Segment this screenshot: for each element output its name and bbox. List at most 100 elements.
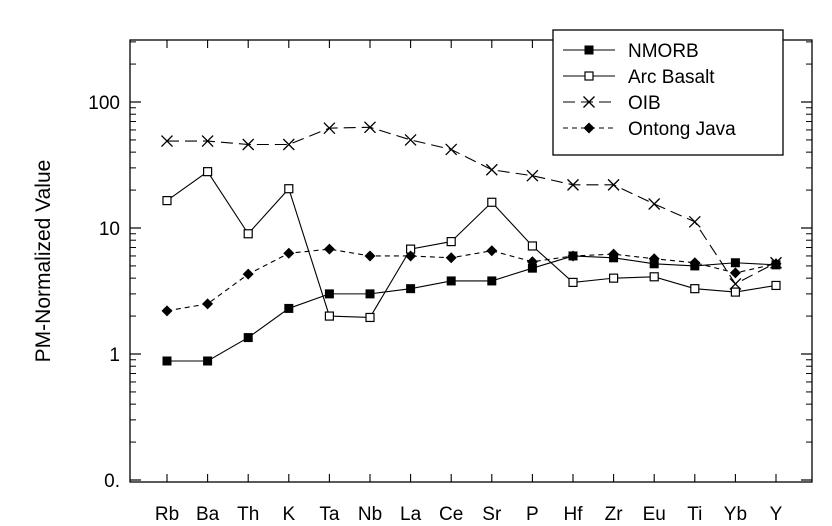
point-marker-diamond [729,267,741,279]
x-tick-label: Hf [564,504,584,525]
axes: 100 10 1 0. Rb Ba Th K Ta Nb La Ce Sr P Hf Zr Eu Ti Yb Y [88,39,813,525]
series-line [166,248,777,312]
legend-label: OIB [628,93,661,114]
marker-stroke [567,178,579,191]
y-tick-label: 10 [99,219,120,240]
point-marker-x [648,198,661,210]
point-marker-x [607,178,620,191]
point-marker-diamond [648,253,660,265]
series-line [167,126,777,285]
point-marker-open-square [649,272,659,282]
point-marker-open-square [730,287,741,297]
point-marker-diamond [608,248,620,260]
point-marker-x [242,138,255,151]
point-marker-square [365,289,375,299]
legend-entry: NMORB [563,41,699,62]
x-tick-label: Nb [358,504,382,525]
point-marker-x [485,163,498,176]
marker-stroke [404,133,417,146]
point-marker-square [284,303,294,313]
marker-stroke [648,198,661,210]
point-marker-square [324,289,334,299]
point-marker-x [445,143,458,156]
marker-stroke [201,135,214,147]
point-marker-diamond [770,258,782,270]
series-group [161,121,782,366]
point-marker-open-square [203,167,213,177]
marker-stroke [729,277,742,290]
x-tick-label: Eu [643,504,666,525]
marker-stroke [583,96,595,108]
point-marker-square [584,45,594,55]
point-marker-x [282,138,295,151]
point-marker-diamond [567,250,579,262]
point-marker-diamond [486,245,498,257]
point-marker-square [406,284,416,294]
point-marker-diamond [242,268,254,280]
point-marker-square [243,333,253,343]
point-marker-diamond [364,250,376,262]
x-tick-label: Ba [196,504,220,525]
legend-entry: Arc Basalt [563,67,715,88]
point-marker-square [487,276,497,286]
marker-stroke [323,122,336,135]
point-marker-open-square [446,236,456,247]
point-marker-diamond [689,257,701,269]
point-marker-open-square [284,184,294,194]
point-marker-square [730,258,740,268]
marker-stroke [282,138,295,151]
legend-entry: Ontong Java [563,119,736,140]
point-marker-open-square [608,273,619,283]
point-marker-diamond [583,122,595,134]
x-tick-label: La [400,504,422,525]
legend-entry: OIB [563,93,661,114]
legend-label: NMORB [628,41,699,62]
point-marker-square [203,356,213,366]
series-oib [161,121,782,290]
point-marker-square [446,276,456,286]
x-tick-label: Y [770,504,783,525]
y-tick-label: 100 [88,93,120,114]
plot-frame [129,39,813,483]
point-marker-x [567,178,579,191]
marker-stroke [526,169,539,182]
point-marker-x [688,215,701,228]
point-marker-x [404,133,417,146]
point-marker-open-square [162,195,172,206]
point-marker-open-square [527,241,538,251]
marker-stroke [364,121,376,134]
point-marker-open-square [584,71,594,81]
point-marker-open-square [771,280,781,291]
point-marker-open-square [690,284,700,294]
point-marker-diamond [323,243,335,255]
point-marker-open-square [243,229,253,239]
marker-stroke [688,215,701,228]
x-tick-label: Ti [687,504,702,525]
point-marker-x [201,135,214,147]
x-tick-label: Ce [439,504,463,525]
marker-stroke [161,135,173,147]
legend-label: Ontong Java [628,119,736,140]
x-tick-label: K [282,504,295,525]
series-line [166,170,777,319]
marker-stroke [607,178,620,191]
series-line [167,255,777,362]
legend-label: Arc Basalt [628,67,715,88]
point-marker-x [526,169,539,182]
point-marker-open-square [487,197,497,207]
y-tick-label: 0. [104,471,120,492]
x-tick-label: Sr [482,504,502,525]
point-marker-x [364,121,376,134]
point-marker-x [323,122,336,135]
x-tick-label: P [526,504,539,525]
series-nmorb [162,251,781,366]
point-marker-diamond [445,252,457,264]
x-tick-label: Yb [724,504,747,525]
x-tick-label: Ta [319,504,340,525]
marker-stroke [242,138,255,151]
point-marker-x [729,277,742,290]
x-tick-label: Zr [605,504,624,525]
point-marker-open-square [324,311,334,321]
point-marker-square [162,356,172,366]
